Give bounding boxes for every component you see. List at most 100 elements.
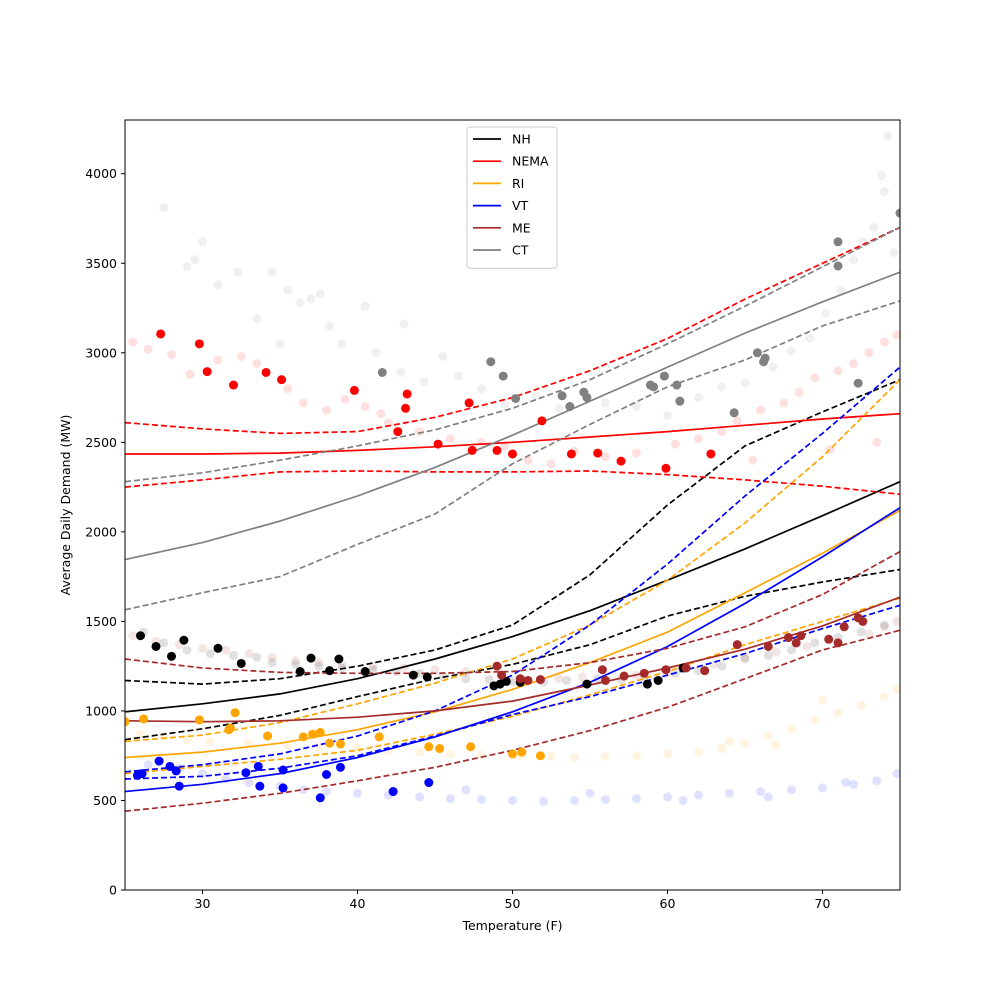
series-nema-background-points <box>128 330 900 469</box>
background-point <box>670 439 680 449</box>
background-point <box>872 437 882 447</box>
data-point <box>582 393 592 403</box>
data-point <box>401 403 411 413</box>
background-point <box>725 788 734 798</box>
data-point <box>322 770 331 779</box>
background-point <box>864 348 874 358</box>
background-point <box>415 747 424 757</box>
background-point <box>159 638 169 648</box>
fit-line <box>125 506 900 793</box>
y-tick-label: 4000 <box>85 166 117 181</box>
background-point <box>836 285 846 295</box>
data-point <box>277 375 287 385</box>
ci-lower-line <box>125 300 900 611</box>
background-point <box>756 405 765 415</box>
data-point <box>642 679 652 689</box>
background-point <box>768 362 778 372</box>
background-point <box>585 788 595 798</box>
background-point <box>694 666 703 676</box>
background-point <box>856 627 866 637</box>
data-point <box>557 391 567 401</box>
legend-item-ri: RI <box>473 176 524 191</box>
background-point <box>128 337 138 347</box>
background-point <box>805 333 815 343</box>
data-point <box>125 717 130 727</box>
data-point <box>653 675 663 685</box>
data-point <box>796 631 806 641</box>
data-point <box>466 742 476 752</box>
data-point <box>137 769 147 779</box>
legend-label: ME <box>512 220 531 235</box>
data-point <box>213 643 223 653</box>
data-point <box>402 389 412 399</box>
data-point <box>308 729 318 739</box>
background-point <box>267 652 277 662</box>
background-point <box>821 308 831 318</box>
background-point <box>198 643 207 653</box>
background-point <box>732 416 742 426</box>
background-point <box>446 749 455 759</box>
background-point <box>213 355 223 365</box>
data-point <box>833 261 843 271</box>
data-point <box>659 371 669 381</box>
background-point <box>244 778 254 788</box>
background-point <box>229 650 238 660</box>
background-point <box>340 394 350 404</box>
background-point <box>453 371 463 381</box>
data-point <box>661 665 671 675</box>
background-point <box>880 337 889 347</box>
background-point <box>128 631 138 641</box>
data-point <box>763 641 773 651</box>
background-point <box>446 794 455 804</box>
background-point <box>787 785 796 795</box>
data-point <box>839 622 849 632</box>
background-point <box>314 658 324 668</box>
data-point <box>535 751 545 761</box>
background-point <box>182 262 192 272</box>
fit-line <box>125 271 900 561</box>
background-point <box>787 724 796 734</box>
y-tick-label: 0 <box>109 883 117 898</box>
background-point <box>143 344 153 354</box>
background-point <box>159 731 169 741</box>
background-point <box>632 794 641 804</box>
data-point <box>752 348 762 358</box>
data-point <box>424 778 434 788</box>
ci-upper-line <box>125 378 900 685</box>
data-point <box>497 670 507 680</box>
data-point <box>729 408 739 418</box>
background-point <box>221 645 231 655</box>
data-point <box>360 667 370 677</box>
legend-label: VT <box>512 198 529 213</box>
data-point <box>582 679 592 689</box>
background-point <box>298 785 308 795</box>
data-point <box>515 674 525 684</box>
background-point <box>833 708 843 718</box>
series-nh-background-points <box>139 620 889 687</box>
series-nema-points <box>156 329 716 473</box>
data-point <box>565 402 575 412</box>
background-point <box>856 701 866 711</box>
background-point <box>802 641 812 651</box>
background-point <box>368 665 378 675</box>
data-point <box>566 449 576 459</box>
background-point <box>771 647 781 657</box>
y-tick-label: 1000 <box>85 703 117 718</box>
background-point <box>632 448 641 458</box>
background-point <box>371 348 381 358</box>
series-nh-points <box>136 631 688 691</box>
background-point <box>267 267 277 277</box>
background-point <box>818 695 827 705</box>
fit-line <box>125 509 900 759</box>
data-point <box>225 723 235 733</box>
background-point <box>892 769 900 779</box>
background-point <box>678 795 688 805</box>
background-point <box>740 378 750 388</box>
data-point <box>315 727 325 737</box>
background-point <box>461 674 471 684</box>
data-point <box>597 665 607 675</box>
background-point <box>446 434 455 444</box>
background-point <box>167 350 176 360</box>
series-vt-background-points <box>143 760 900 806</box>
